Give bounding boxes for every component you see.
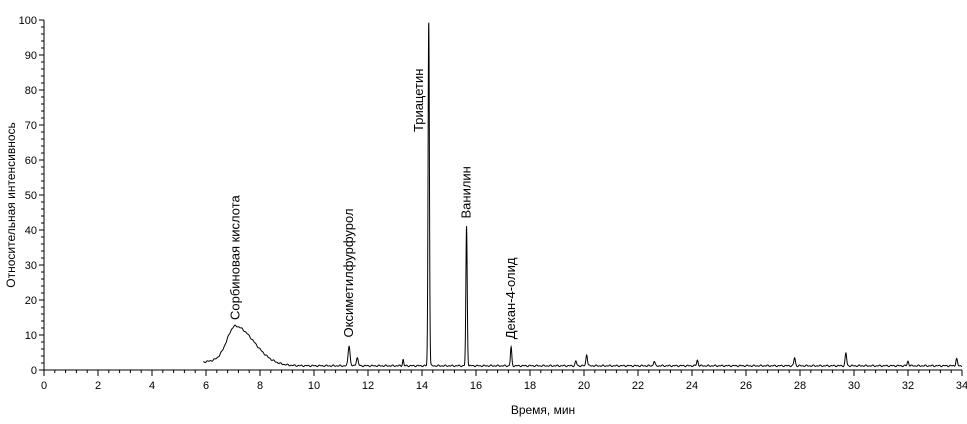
x-axis-title: Время, мин xyxy=(511,403,575,417)
x-tick-label: 18 xyxy=(524,380,536,392)
y-tick-label: 100 xyxy=(19,15,37,27)
y-tick-label: 0 xyxy=(31,365,37,377)
y-tick-label: 40 xyxy=(25,225,37,237)
x-axis: 0 2 4 6 8 10 12 14 16 18 20 22 24 26 28 30 32 34 xyxy=(41,369,967,392)
y-axis: 0 10 20 30 40 50 60 70 80 90 100 xyxy=(19,15,45,377)
x-tick-label: 32 xyxy=(902,380,914,392)
x-tick-label: 8 xyxy=(257,380,263,392)
x-tick-label: 4 xyxy=(149,380,155,392)
y-axis-title: Относительная интенсивнось xyxy=(4,122,18,287)
peak-label: Оксиметилфурфурол xyxy=(341,208,356,337)
y-tick-label: 50 xyxy=(25,190,37,202)
x-tick-label: 16 xyxy=(470,380,482,392)
peak-label: Декан-4-олид xyxy=(503,257,518,339)
x-tick-label: 30 xyxy=(848,380,860,392)
y-tick-label: 80 xyxy=(25,85,37,97)
peak-label: Триацетин xyxy=(411,69,426,132)
x-tick-label: 24 xyxy=(686,380,698,392)
x-tick-label: 2 xyxy=(95,380,101,392)
x-tick-label: 0 xyxy=(41,380,47,392)
x-tick-label: 12 xyxy=(362,380,374,392)
x-tick-label: 20 xyxy=(578,380,590,392)
peak-label: Сорбиновая кислота xyxy=(228,194,243,320)
y-tick-label: 10 xyxy=(25,330,37,342)
x-tick-label: 22 xyxy=(632,380,644,392)
y-tick-label: 90 xyxy=(25,50,37,62)
x-tick-label: 10 xyxy=(308,380,320,392)
y-tick-label: 70 xyxy=(25,120,37,132)
peak-label: Ванилин xyxy=(459,166,474,218)
chromatogram-trace xyxy=(203,22,963,368)
peak-labels: Сорбиновая кислота Оксиметилфурфурол Триац… xyxy=(228,69,518,340)
y-tick-label: 30 xyxy=(25,260,37,272)
y-tick-label: 20 xyxy=(25,295,37,307)
x-tick-label: 34 xyxy=(956,380,967,392)
x-tick-label: 28 xyxy=(794,380,806,392)
x-tick-label: 6 xyxy=(203,380,209,392)
x-tick-label: 14 xyxy=(416,380,428,392)
y-tick-label: 60 xyxy=(25,155,37,167)
x-tick-label: 26 xyxy=(740,380,752,392)
